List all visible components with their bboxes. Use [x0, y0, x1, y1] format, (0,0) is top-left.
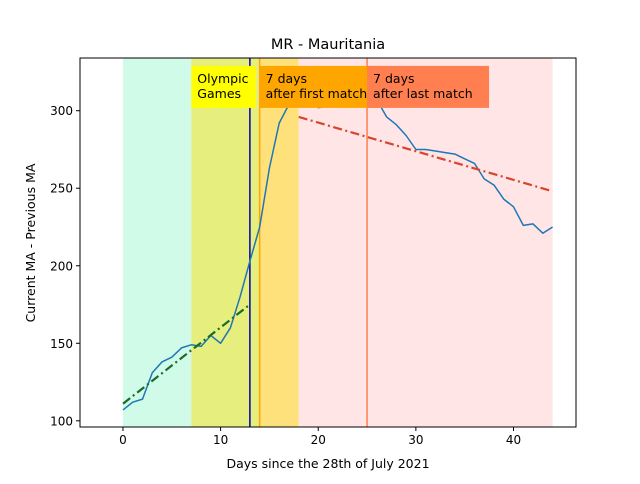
x-tick-label: 40: [506, 433, 521, 447]
y-tick-label: 100: [50, 414, 73, 428]
plot-frame: [79, 57, 577, 428]
x-tick-label: 20: [311, 433, 326, 447]
trend-line-1: [122, 303, 251, 405]
y-tick-label: 200: [50, 259, 73, 273]
vertical-marker-lines: [249, 58, 368, 427]
annotation-box: [367, 65, 490, 108]
x-axis-ticks: 0 10 20 30 40: [119, 427, 521, 447]
x-tick-label: 30: [408, 433, 423, 447]
region-after-first-match: [259, 58, 299, 427]
y-tick-label: 150: [50, 337, 73, 351]
y-axis-ticks: 100 150 200 250 300: [50, 104, 80, 428]
shaded-regions: [122, 58, 553, 427]
annotation-text-line: after last match: [373, 86, 473, 101]
chart-title: MR - Mauritania: [271, 37, 385, 53]
annotation-text-line: 7 days: [266, 71, 307, 86]
y-axis-label: Current MA - Previous MA: [23, 163, 38, 322]
x-tick-label: 10: [213, 433, 228, 447]
annotation-box: [191, 65, 256, 108]
x-axis-label: Days since the 28th of July 2021: [226, 456, 429, 471]
annotation-text-line: after first match: [266, 86, 367, 101]
annotation-text-line: Games: [197, 86, 241, 101]
x-tick-label: 0: [119, 433, 127, 447]
region-pre-games: [122, 58, 192, 427]
y-tick-label: 250: [50, 182, 73, 196]
annotation-text-line: Olympic: [197, 71, 248, 86]
trend-line-2: [298, 115, 553, 193]
region-olympic-games: [191, 58, 260, 427]
annotation-text-line: 7 days: [373, 71, 414, 86]
annotation-box: [259, 65, 382, 108]
region-after-last-match: [298, 58, 553, 427]
y-tick-label: 300: [50, 104, 73, 118]
